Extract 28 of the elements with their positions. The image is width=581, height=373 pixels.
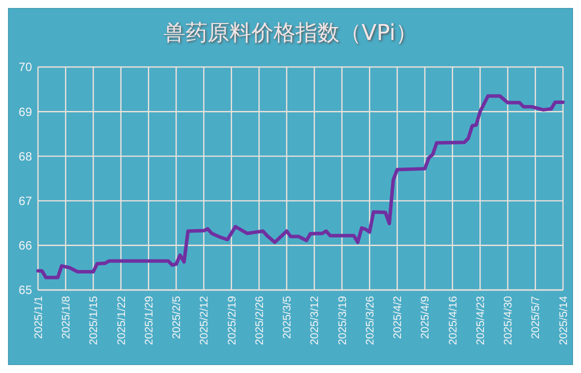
x-tick-label: 2025/4/30 bbox=[502, 296, 515, 345]
x-tick-label: 2025/3/12 bbox=[309, 296, 322, 345]
x-tick-label: 2025/3/26 bbox=[364, 296, 376, 345]
y-tick-label: 66 bbox=[18, 238, 32, 253]
x-tick-label: 2025/2/12 bbox=[198, 296, 211, 345]
x-tick-label: 2025/2/5 bbox=[171, 296, 184, 339]
y-tick-label: 70 bbox=[18, 60, 32, 74]
x-tick-label: 2025/3/19 bbox=[336, 296, 349, 345]
x-tick-label: 2025/1/1 bbox=[32, 296, 45, 339]
x-tick-label: 2025/4/16 bbox=[447, 296, 460, 345]
x-tick-label: 2025/1/22 bbox=[116, 296, 128, 345]
x-tick-label: 2025/2/19 bbox=[226, 296, 238, 345]
x-tick-label: 2025/3/5 bbox=[282, 296, 294, 339]
x-tick-label: 2025/4/9 bbox=[420, 296, 432, 339]
x-tick-label: 2025/4/23 bbox=[474, 296, 487, 345]
x-tick-label: 2025/2/26 bbox=[254, 296, 266, 345]
y-tick-label: 65 bbox=[18, 283, 32, 298]
x-tick-label: 2025/1/29 bbox=[143, 296, 156, 345]
x-tick-label: 2025/1/8 bbox=[60, 296, 72, 339]
line-series bbox=[36, 94, 565, 280]
chart-title: 兽药原料价格指数（VPi） bbox=[164, 21, 418, 46]
x-tick-label: 2025/5/14 bbox=[558, 296, 570, 345]
y-tick-label: 68 bbox=[18, 149, 32, 164]
y-tick-label: 69 bbox=[18, 104, 32, 119]
x-tick-label: 2025/4/2 bbox=[392, 296, 404, 339]
x-tick-label: 2025/5/7 bbox=[530, 296, 542, 339]
y-tick-label: 67 bbox=[18, 194, 32, 208]
x-tick-label: 2025/1/15 bbox=[88, 296, 100, 345]
